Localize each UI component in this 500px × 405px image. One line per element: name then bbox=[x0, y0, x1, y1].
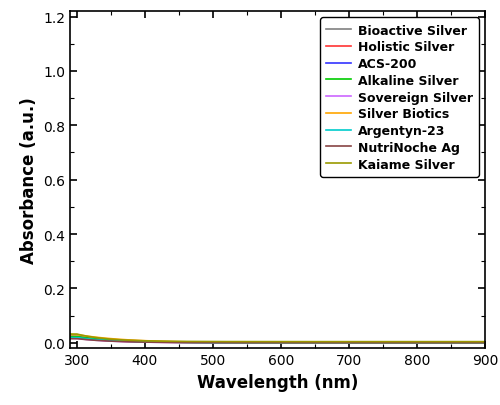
Holistic Silver bbox=[247, 340, 253, 345]
Legend: Bioactive Silver, Holistic Silver, ACS-200, Alkaline Silver, Sovereign Silver, S: Bioactive Silver, Holistic Silver, ACS-2… bbox=[320, 18, 479, 177]
Line: Holistic Silver: Holistic Silver bbox=[70, 338, 485, 343]
Line: Kaiame Silver: Kaiame Silver bbox=[70, 334, 485, 342]
Bioactive Silver bbox=[67, 334, 73, 339]
ACS-200 bbox=[67, 335, 73, 340]
NutriNoche Ag bbox=[137, 340, 143, 345]
Line: Silver Biotics: Silver Biotics bbox=[70, 335, 485, 343]
ACS-200 bbox=[122, 339, 128, 343]
Silver Biotics bbox=[67, 333, 73, 337]
Silver Biotics bbox=[482, 341, 488, 345]
Y-axis label: Absorbance (a.u.): Absorbance (a.u.) bbox=[20, 97, 38, 263]
Bioactive Silver bbox=[207, 340, 213, 345]
Bioactive Silver bbox=[285, 340, 291, 345]
ACS-200 bbox=[285, 341, 291, 345]
ACS-200 bbox=[207, 340, 213, 345]
Silver Biotics bbox=[122, 337, 128, 342]
NutriNoche Ag bbox=[122, 339, 128, 344]
NutriNoche Ag bbox=[207, 340, 213, 345]
Argentyn-23 bbox=[122, 339, 128, 344]
ACS-200 bbox=[137, 339, 143, 344]
Argentyn-23 bbox=[482, 341, 488, 345]
Alkaline Silver bbox=[482, 341, 488, 345]
Kaiame Silver bbox=[285, 339, 291, 344]
Argentyn-23 bbox=[285, 341, 291, 345]
Line: ACS-200: ACS-200 bbox=[70, 337, 485, 343]
Alkaline Silver bbox=[122, 339, 128, 343]
Sovereign Silver bbox=[122, 339, 128, 344]
Alkaline Silver bbox=[67, 335, 73, 339]
Silver Biotics bbox=[294, 340, 300, 345]
Alkaline Silver bbox=[207, 340, 213, 345]
Argentyn-23 bbox=[67, 335, 73, 340]
ACS-200 bbox=[247, 340, 253, 345]
Line: Alkaline Silver: Alkaline Silver bbox=[70, 337, 485, 343]
Kaiame Silver bbox=[207, 339, 213, 344]
Holistic Silver bbox=[137, 339, 143, 344]
X-axis label: Wavelength (nm): Wavelength (nm) bbox=[197, 373, 358, 390]
ACS-200 bbox=[294, 341, 300, 345]
Kaiame Silver bbox=[482, 339, 488, 344]
Sovereign Silver bbox=[482, 341, 488, 345]
Line: Argentyn-23: Argentyn-23 bbox=[70, 338, 485, 343]
Holistic Silver bbox=[207, 340, 213, 345]
Holistic Silver bbox=[482, 341, 488, 345]
Kaiame Silver bbox=[247, 339, 253, 344]
Line: Bioactive Silver: Bioactive Silver bbox=[70, 336, 485, 343]
Kaiame Silver bbox=[137, 339, 143, 343]
Bioactive Silver bbox=[137, 339, 143, 343]
NutriNoche Ag bbox=[67, 337, 73, 341]
Sovereign Silver bbox=[294, 341, 300, 345]
Bioactive Silver bbox=[122, 338, 128, 343]
Silver Biotics bbox=[207, 340, 213, 345]
Argentyn-23 bbox=[137, 339, 143, 344]
NutriNoche Ag bbox=[482, 341, 488, 345]
NutriNoche Ag bbox=[247, 341, 253, 345]
Sovereign Silver bbox=[247, 341, 253, 345]
Kaiame Silver bbox=[122, 338, 128, 343]
Bioactive Silver bbox=[247, 340, 253, 345]
Sovereign Silver bbox=[137, 340, 143, 345]
Holistic Silver bbox=[294, 341, 300, 345]
ACS-200 bbox=[482, 341, 488, 345]
Holistic Silver bbox=[67, 336, 73, 341]
Holistic Silver bbox=[122, 339, 128, 344]
Bioactive Silver bbox=[294, 340, 300, 345]
Sovereign Silver bbox=[207, 340, 213, 345]
Kaiame Silver bbox=[67, 332, 73, 337]
Silver Biotics bbox=[137, 338, 143, 343]
Line: NutriNoche Ag: NutriNoche Ag bbox=[70, 339, 485, 343]
Sovereign Silver bbox=[67, 336, 73, 341]
Bioactive Silver bbox=[482, 341, 488, 345]
Sovereign Silver bbox=[285, 341, 291, 345]
Alkaline Silver bbox=[247, 340, 253, 345]
Argentyn-23 bbox=[247, 340, 253, 345]
NutriNoche Ag bbox=[285, 341, 291, 345]
Argentyn-23 bbox=[294, 341, 300, 345]
Silver Biotics bbox=[247, 340, 253, 345]
Alkaline Silver bbox=[294, 341, 300, 345]
NutriNoche Ag bbox=[294, 341, 300, 345]
Argentyn-23 bbox=[207, 340, 213, 345]
Alkaline Silver bbox=[285, 341, 291, 345]
Line: Sovereign Silver: Sovereign Silver bbox=[70, 339, 485, 343]
Silver Biotics bbox=[285, 340, 291, 345]
Alkaline Silver bbox=[137, 339, 143, 344]
Holistic Silver bbox=[285, 341, 291, 345]
Kaiame Silver bbox=[294, 339, 300, 344]
